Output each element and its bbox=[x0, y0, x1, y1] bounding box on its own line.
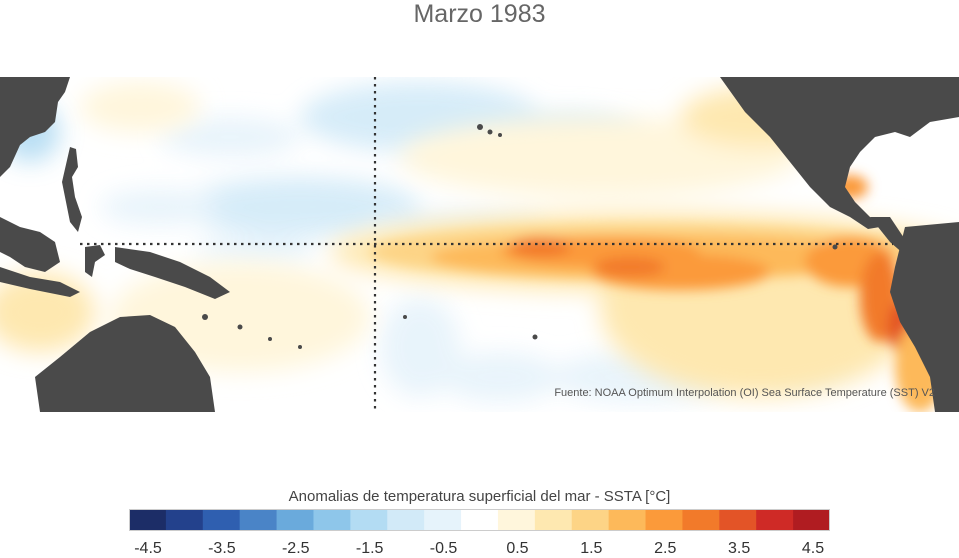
south-america bbox=[890, 222, 959, 412]
warm-tongue bbox=[370, 175, 945, 412]
sst-anomaly-map bbox=[0, 77, 959, 412]
colorbar-swatch bbox=[387, 509, 425, 531]
colorbar-swatch bbox=[165, 509, 204, 531]
data-source-note: Fuente: NOAA Optimum Interpolation (OI) … bbox=[554, 387, 935, 399]
colorbar-swatch bbox=[497, 509, 536, 531]
australia bbox=[35, 315, 215, 412]
colorbar-tick-label: -3.5 bbox=[208, 540, 236, 557]
colorbar-tick-label: 1.5 bbox=[580, 540, 603, 557]
map-title: Marzo 1983 bbox=[413, 0, 546, 28]
colorbar-swatch bbox=[534, 509, 573, 531]
colorbar-swatch bbox=[682, 509, 720, 531]
colorbar-tick-labels: -4.5 -3.5 -2.5 -1.5 -0.5 0.5 1.5 2.5 3.5 4.5 bbox=[0, 540, 959, 557]
colorbar-tick-label: 0.5 bbox=[506, 540, 529, 557]
land-masses bbox=[0, 77, 959, 412]
colorbar-tick-label: -0.5 bbox=[429, 540, 458, 557]
colorbar-tick-label: -4.5 bbox=[134, 540, 162, 557]
central-america bbox=[870, 217, 910, 255]
colorbar-swatch bbox=[350, 509, 388, 531]
colorbar-swatch bbox=[608, 509, 646, 531]
colorbar-swatch bbox=[756, 509, 794, 531]
indochina-borneo bbox=[0, 217, 60, 272]
north-america bbox=[720, 77, 959, 229]
colorbar-swatch bbox=[129, 509, 167, 531]
colorbar-swatch bbox=[571, 509, 610, 531]
colorbar-tick-label: 2.5 bbox=[654, 540, 677, 557]
asia-coast bbox=[0, 77, 70, 177]
taiwan-philippines bbox=[62, 147, 82, 232]
colorbar-border bbox=[129, 509, 830, 531]
colorbar-swatch bbox=[202, 509, 241, 531]
colorbar-swatch bbox=[461, 509, 499, 531]
colorbar-swatch bbox=[239, 509, 277, 531]
colorbar-swatch bbox=[793, 509, 830, 531]
colorbar-swatch bbox=[276, 509, 314, 531]
colorbar-swatch bbox=[719, 509, 757, 531]
colorbar-swatch bbox=[313, 509, 351, 531]
sulawesi bbox=[85, 245, 105, 277]
colorbar-swatch bbox=[645, 509, 683, 531]
colorbar-tick-label: 4.5 bbox=[801, 540, 825, 557]
colorbar-title: Anomalias de temperatura superficial del… bbox=[288, 488, 671, 505]
new-guinea bbox=[115, 247, 230, 299]
colorbar-tick-label: 3.5 bbox=[727, 540, 751, 557]
colorbar-tick-label: -1.5 bbox=[355, 540, 384, 557]
colorbar-swatch bbox=[424, 509, 462, 531]
sumatra-java bbox=[0, 267, 80, 297]
colorbar bbox=[129, 509, 830, 531]
colorbar-tick-label: -2.5 bbox=[281, 540, 310, 557]
